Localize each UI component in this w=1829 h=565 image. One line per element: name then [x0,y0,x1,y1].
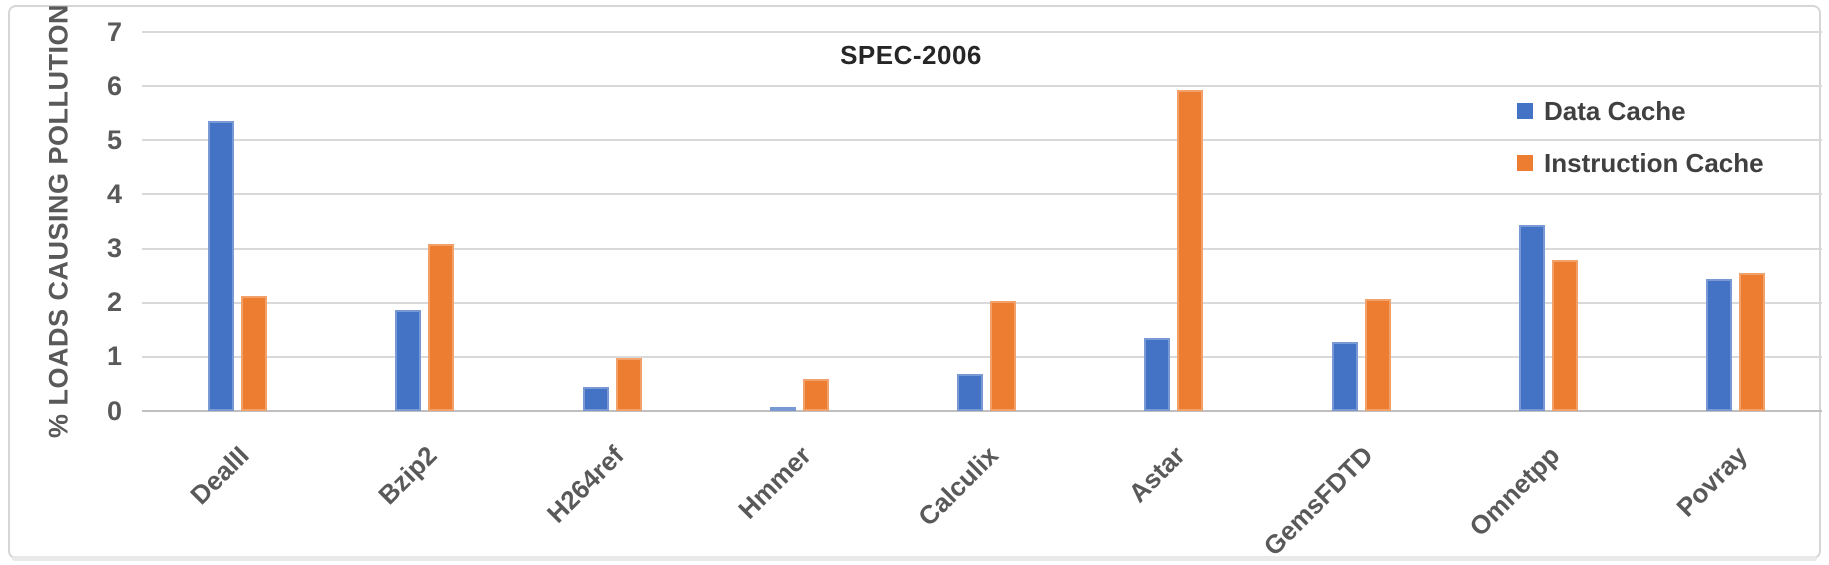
instruction-cache-swatch-icon [1517,155,1533,171]
bar-data-cache-bzip2 [395,310,422,411]
x-category-label: Bzip2 [371,440,443,511]
y-tick-label: 7 [106,16,122,47]
legend-item-data-cache: Data Cache [1517,96,1764,126]
bar-instruction-cache-gemsfdtd [1364,299,1391,411]
bar-instruction-cache-astar [1177,89,1204,411]
bar-data-cache-astar [1144,337,1171,411]
bar-data-cache-hmmer [769,407,796,411]
y-tick-label: 5 [106,124,122,155]
y-tick-label: 3 [106,233,122,264]
bar-instruction-cache-bzip2 [428,243,455,411]
x-category-label: Omnetpp [1463,440,1566,542]
x-category-label: Calculix [912,440,1004,532]
chart-title: SPEC-2006 [840,40,982,70]
gridline [142,85,1822,88]
bar-data-cache-calculix [957,374,984,411]
x-category-label: Astar [1122,440,1192,509]
bar-data-cache-h264ref [582,387,609,411]
y-tick-label: 1 [106,341,122,372]
bar-data-cache-omnetpp [1518,225,1545,411]
gridline [142,247,1822,250]
bar-instruction-cache-dealii [241,296,268,411]
x-category-label: DealII [184,440,255,511]
bar-data-cache-dealii [208,120,235,411]
y-tick-label: 0 [106,395,122,426]
x-category-label: Hmmer [732,440,817,525]
bar-instruction-cache-hmmer [802,379,829,411]
gridline [142,193,1822,196]
data-cache-swatch-icon [1517,103,1533,119]
legend-item-instruction-cache: Instruction Cache [1517,148,1764,178]
y-tick-label: 4 [106,178,122,209]
y-tick-label: 2 [106,287,122,318]
x-category-label: GemsFDTD [1257,440,1379,562]
bar-instruction-cache-omnetpp [1551,260,1578,411]
legend-label: Instruction Cache [1544,147,1764,178]
bar-data-cache-gemsfdtd [1331,342,1358,411]
gridline [142,31,1822,34]
bar-instruction-cache-h264ref [615,358,642,411]
legend: Data Cache Instruction Cache [1517,96,1764,200]
gridline [142,301,1822,304]
legend-label: Data Cache [1544,95,1686,126]
gridline [142,139,1822,142]
x-axis-line [142,410,1822,412]
chart-frame-shadow [12,556,1817,561]
gridline [142,355,1822,358]
x-category-label: H264ref [540,440,630,529]
bar-instruction-cache-calculix [990,300,1017,411]
y-tick-label: 6 [106,70,122,101]
x-category-label: Povray [1670,440,1753,523]
bar-instruction-cache-povray [1739,273,1766,411]
bar-data-cache-povray [1706,279,1733,411]
